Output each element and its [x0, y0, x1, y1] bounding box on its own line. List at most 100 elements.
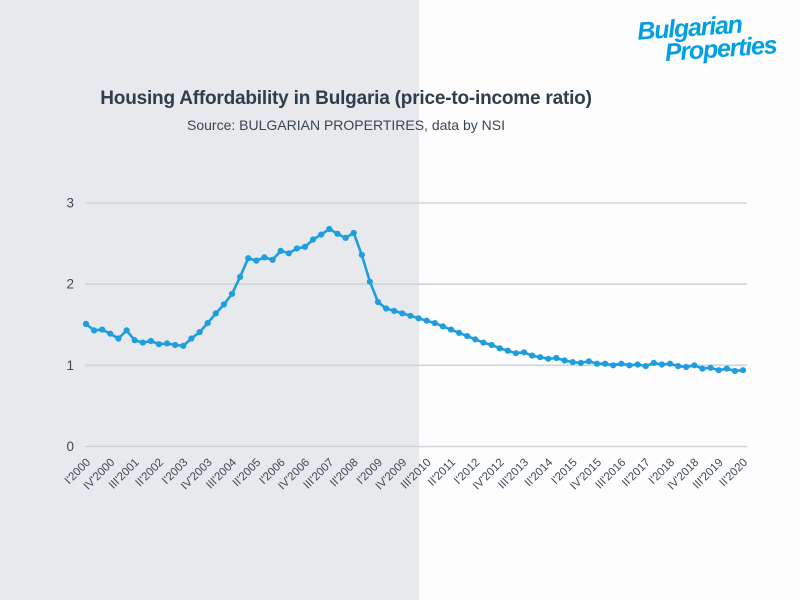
- data-point: [634, 361, 641, 368]
- data-point: [545, 355, 552, 362]
- data-point: [561, 357, 568, 364]
- data-point: [237, 273, 244, 280]
- data-point: [447, 326, 455, 333]
- data-point: [310, 236, 317, 243]
- data-point: [228, 290, 236, 297]
- data-point: [115, 335, 122, 342]
- data-point: [407, 312, 414, 319]
- data-point: [358, 251, 365, 258]
- data-point: [277, 247, 284, 254]
- data-point: [261, 254, 268, 261]
- data-point: [204, 320, 211, 327]
- data-point: [334, 230, 341, 237]
- data-point: [123, 327, 130, 334]
- data-point: [520, 349, 528, 356]
- data-point: [91, 327, 98, 334]
- logo-text-properties: Properties: [664, 30, 778, 67]
- x-tick-label: II'2002: [133, 457, 166, 490]
- data-point: [366, 278, 373, 285]
- data-point: [699, 365, 706, 372]
- data-point: [715, 367, 722, 374]
- data-point: [374, 298, 382, 306]
- data-point: [423, 317, 430, 324]
- background-left-panel: [0, 0, 419, 600]
- data-point: [488, 341, 495, 349]
- data-point: [723, 365, 730, 372]
- data-point: [196, 329, 203, 336]
- data-point: [212, 310, 219, 317]
- bulgarian-properties-logo: Bulgarian Properties: [637, 11, 778, 67]
- data-point: [537, 354, 544, 361]
- x-tick-label: II'2020: [717, 457, 750, 490]
- data-point: [675, 363, 682, 370]
- data-point: [342, 234, 349, 241]
- data-point: [666, 360, 674, 367]
- data-point: [553, 354, 560, 362]
- data-point: [602, 360, 609, 367]
- data-point: [350, 229, 357, 237]
- y-tick-label: 3: [66, 195, 74, 210]
- data-point: [683, 363, 690, 371]
- data-point: [172, 341, 179, 349]
- data-point: [618, 360, 625, 367]
- data-point: [399, 310, 406, 317]
- data-point: [391, 307, 398, 314]
- data-point: [464, 333, 471, 340]
- data-point: [383, 305, 390, 312]
- data-point: [439, 323, 446, 330]
- data-point: [496, 345, 503, 352]
- data-point: [529, 352, 536, 359]
- data-point: [512, 350, 520, 357]
- x-tick-label: II'2014: [523, 456, 556, 489]
- data-line: [84, 227, 745, 373]
- data-point: [731, 367, 739, 375]
- data-point: [691, 362, 698, 369]
- data-point: [472, 336, 479, 343]
- data-point: [99, 326, 106, 333]
- x-tick-label: II'2005: [231, 457, 264, 490]
- data-point: [285, 250, 292, 257]
- data-point: [220, 301, 227, 308]
- data-point: [415, 315, 422, 322]
- data-point: [431, 320, 438, 327]
- data-point: [131, 337, 138, 344]
- x-tick-label: II'2008: [328, 457, 361, 490]
- data-point: [155, 341, 163, 348]
- data-point: [569, 359, 576, 366]
- data-point: [650, 359, 657, 366]
- data-point: [610, 362, 617, 369]
- data-point: [326, 225, 333, 233]
- data-point: [107, 330, 114, 337]
- data-point: [707, 364, 714, 371]
- chart-title: Housing Affordability in Bulgaria (price…: [100, 88, 592, 109]
- data-point: [739, 367, 747, 374]
- data-point: [82, 320, 90, 327]
- data-point: [269, 256, 276, 263]
- data-point: [626, 362, 633, 369]
- data-point: [147, 337, 154, 345]
- x-tick-label: II'2017: [620, 457, 653, 490]
- y-tick-label: 1: [66, 358, 74, 373]
- data-point: [188, 335, 195, 342]
- data-point: [593, 360, 601, 367]
- data-point: [480, 339, 487, 346]
- data-point: [293, 245, 300, 252]
- data-point: [658, 361, 666, 368]
- data-point: [301, 243, 309, 250]
- y-tick-label: 2: [66, 277, 74, 292]
- x-tick-label: II'2011: [426, 457, 458, 489]
- data-point: [245, 255, 252, 262]
- data-point: [164, 340, 171, 347]
- data-point: [253, 257, 260, 264]
- y-tick-label: 0: [66, 439, 74, 454]
- chart-header: Housing Affordability in Bulgaria (price…: [0, 88, 692, 133]
- data-point: [642, 363, 649, 370]
- data-point: [577, 359, 584, 366]
- data-point: [456, 329, 463, 336]
- chart-subtitle: Source: BULGARIAN PROPERTIRES, data by N…: [187, 117, 505, 133]
- data-point: [585, 358, 593, 365]
- data-point: [139, 339, 146, 346]
- data-point: [318, 231, 325, 238]
